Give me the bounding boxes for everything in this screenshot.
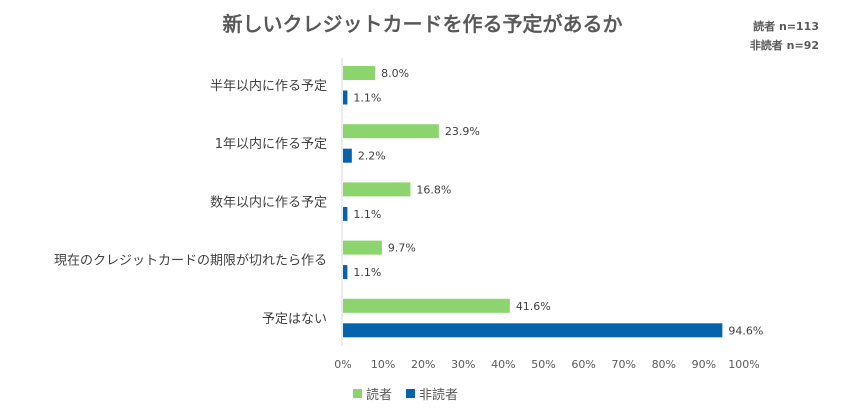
data-label: 23.9% [445,125,480,138]
legend-item-nonreaders: 非読者 [406,384,458,403]
category-label: 数年以内に作る予定 [210,194,327,210]
bar-readers [343,124,439,139]
x-tick-label: 30% [451,358,475,371]
data-label: 1.1% [353,208,381,221]
legend-label: 非読者 [419,388,459,403]
category-label: 現在のクレジットカードの期限が切れたら作る [54,254,327,269]
x-tick-label: 60% [571,358,595,371]
bar-nonreaders [343,323,723,338]
category-label: 1年以内に作る予定 [215,136,327,152]
data-label: 2.2% [358,150,386,163]
x-tick-label: 40% [491,358,515,371]
bar-readers [343,66,376,80]
data-label: 41.6% [516,300,551,313]
data-label: 8.0% [381,67,409,80]
x-tick-label: 10% [371,358,395,371]
sample-size-nonreaders: 非読者 n=92 [749,39,819,52]
bar-nonreaders [343,265,348,280]
data-label: 94.6% [728,324,763,337]
chart-title: 新しいクレジットカードを作る予定があるか [222,12,623,36]
x-tick-label: 20% [411,358,435,371]
x-tick-label: 0% [334,358,351,371]
bar-nonreaders [343,206,348,221]
category-label: 予定はない [262,312,327,327]
legend-swatch-readers [353,389,362,398]
legend-item-readers: 読者 [353,384,392,403]
legend-label: 読者 [366,388,393,403]
x-tick-label: 100% [728,358,759,371]
x-tick-label: 80% [652,358,676,371]
bar-readers [343,298,510,313]
data-label: 16.8% [416,183,451,196]
x-tick-label: 70% [611,358,635,371]
data-label: 9.7% [388,242,416,255]
data-label: 1.1% [353,92,381,105]
sample-size-readers: 読者 n=113 [753,20,819,33]
bar-nonreaders [343,90,348,105]
x-tick-label: 50% [531,358,555,371]
bar-nonreaders [343,148,352,163]
category-label: 半年以内に作る予定 [210,78,327,94]
x-tick-label: 90% [692,358,716,371]
legend-swatch-nonreaders [406,389,415,398]
data-label: 1.1% [353,266,381,279]
bar-readers [343,240,382,255]
bar-readers [343,182,411,197]
